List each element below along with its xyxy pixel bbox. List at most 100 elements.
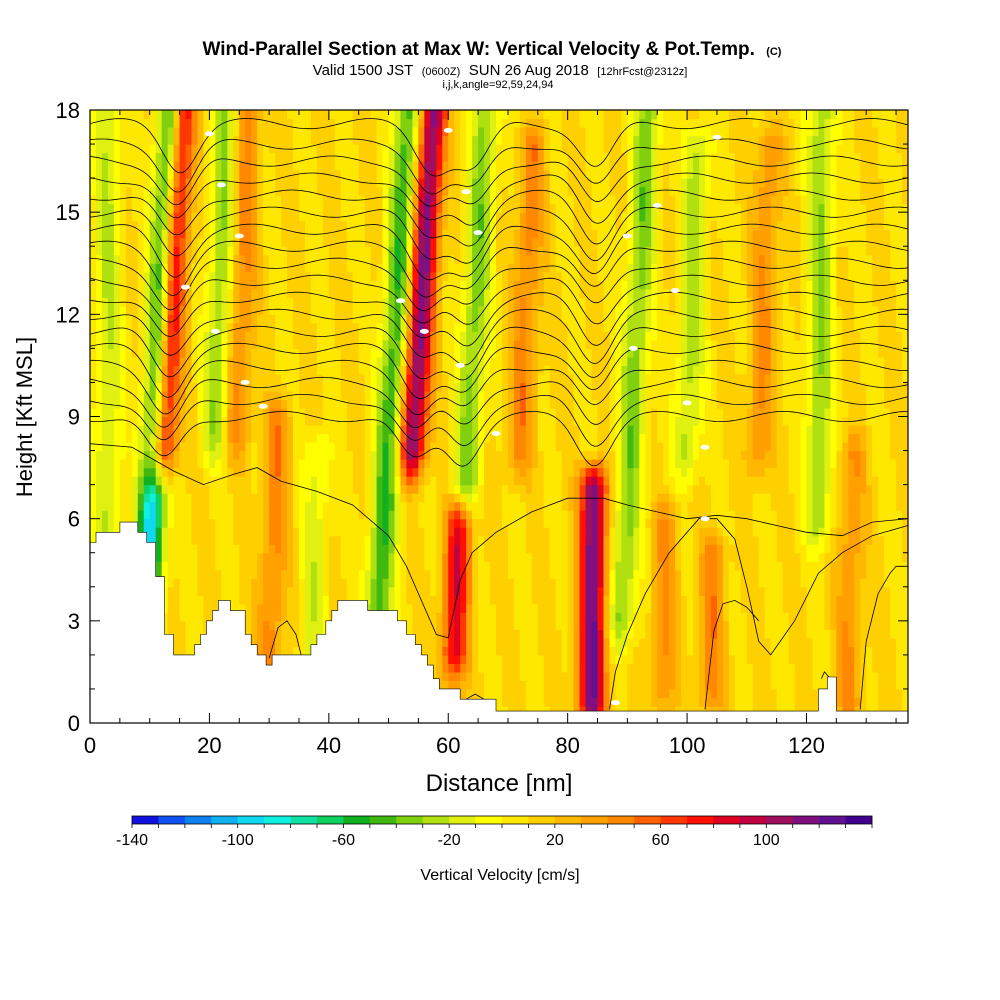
velocity-cell: [412, 195, 419, 205]
velocity-cell: [472, 144, 479, 154]
velocity-cell: [304, 195, 312, 205]
velocity-cell: [197, 450, 205, 460]
velocity-cell: [442, 178, 449, 188]
velocity-cell: [257, 212, 264, 222]
velocity-cell: [394, 501, 402, 511]
velocity-cell: [304, 135, 312, 145]
velocity-cell: [376, 493, 384, 503]
velocity-cell: [197, 603, 205, 613]
velocity-cell: [322, 152, 330, 162]
velocity-cell: [215, 178, 222, 188]
velocity-cell: [215, 195, 222, 205]
velocity-cell: [287, 501, 294, 511]
velocity-cell: [221, 322, 228, 332]
velocity-cell: [496, 552, 503, 562]
velocity-cell: [370, 271, 378, 281]
velocity-cell: [209, 118, 216, 128]
velocity-cell: [275, 612, 282, 622]
velocity-cell: [418, 237, 425, 247]
velocity-cell: [472, 612, 479, 622]
velocity-cell: [454, 484, 461, 494]
velocity-cell: [239, 373, 246, 384]
velocity-cell: [101, 186, 109, 196]
velocity-cell: [322, 552, 330, 562]
velocity-cell: [167, 144, 175, 154]
velocity-cell: [293, 510, 300, 520]
velocity-cell: [293, 399, 300, 409]
velocity-cell: [436, 399, 443, 409]
velocity-cell: [191, 135, 199, 145]
velocity-cell: [298, 629, 306, 639]
velocity-cell: [376, 467, 384, 477]
velocity-cell: [185, 493, 193, 503]
velocity-cell: [245, 322, 252, 332]
velocity-cell: [239, 203, 246, 213]
velocity-cell: [424, 110, 431, 120]
velocity-cell: [346, 152, 354, 162]
velocity-cell: [101, 288, 109, 298]
velocity-cell: [125, 144, 133, 154]
velocity-cell: [346, 118, 354, 128]
velocity-cell: [245, 612, 252, 622]
velocity-cell: [143, 178, 151, 188]
velocity-cell: [328, 578, 336, 588]
velocity-cell: [501, 705, 509, 716]
velocity-cell: [155, 322, 163, 332]
velocity-cell: [400, 365, 408, 375]
velocity-cell: [394, 382, 402, 392]
velocity-cell: [370, 586, 378, 596]
velocity-cell: [257, 407, 264, 418]
velocity-cell: [95, 305, 103, 315]
velocity-cell: [227, 127, 234, 137]
velocity-cell: [364, 254, 372, 264]
velocity-cell: [251, 416, 258, 426]
velocity-cell: [287, 416, 294, 426]
velocity-cell: [185, 544, 193, 554]
velocity-cell: [269, 484, 276, 494]
velocity-cell: [430, 450, 437, 460]
velocity-cell: [478, 305, 485, 315]
velocity-cell: [131, 203, 139, 213]
velocity-cell: [382, 603, 390, 613]
velocity-cell: [460, 646, 467, 656]
velocity-cell: [472, 399, 479, 409]
velocity-cell: [233, 595, 240, 605]
velocity-cell: [293, 152, 300, 162]
velocity-cell: [376, 305, 384, 315]
velocity-cell: [316, 339, 324, 349]
velocity-cell: [496, 135, 503, 145]
velocity-cell: [281, 612, 288, 622]
velocity-cell: [454, 144, 461, 154]
velocity-cell: [221, 186, 228, 196]
velocity-cell: [418, 637, 425, 647]
velocity-cell: [412, 382, 419, 392]
velocity-cell: [197, 586, 205, 596]
velocity-cell: [484, 382, 491, 392]
velocity-cell: [304, 356, 312, 367]
velocity-cell: [334, 442, 342, 452]
velocity-cell: [107, 305, 115, 315]
velocity-cell: [215, 127, 222, 137]
velocity-cell: [221, 178, 228, 188]
velocity-cell: [221, 535, 228, 545]
velocity-cell: [131, 212, 139, 222]
velocity-cell: [460, 544, 467, 554]
velocity-cell: [239, 603, 246, 613]
velocity-cell: [406, 246, 414, 256]
velocity-cell: [275, 527, 282, 537]
velocity-cell: [263, 637, 270, 647]
velocity-cell: [400, 416, 408, 426]
velocity-cell: [496, 118, 503, 128]
velocity-cell: [107, 161, 115, 171]
velocity-cell: [173, 561, 181, 571]
velocity-cell: [281, 195, 288, 205]
velocity-cell: [143, 510, 151, 520]
velocity-cell: [257, 220, 264, 230]
velocity-cell: [298, 459, 306, 469]
velocity-cell: [227, 373, 234, 384]
velocity-cell: [370, 365, 378, 375]
velocity-cell: [95, 322, 103, 332]
velocity-cell: [137, 425, 145, 435]
velocity-cell: [478, 110, 485, 120]
velocity-cell: [125, 510, 133, 520]
